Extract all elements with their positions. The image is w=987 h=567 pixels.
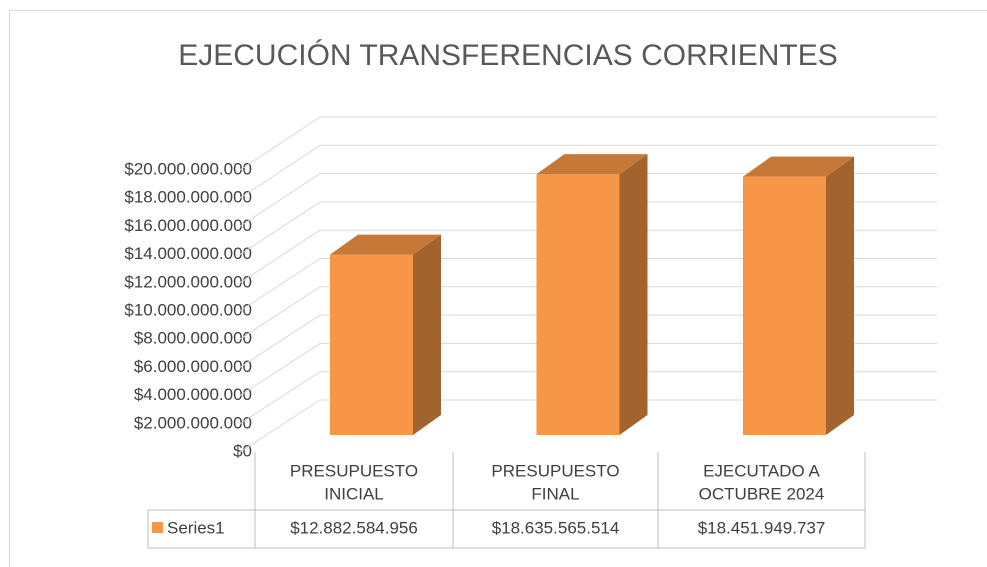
bar-top bbox=[330, 234, 441, 255]
grid-line bbox=[239, 144, 321, 199]
y-tick-label: $2.000.000.000 bbox=[134, 413, 252, 432]
y-tick-label: $8.000.000.000 bbox=[134, 329, 252, 348]
grid-line bbox=[239, 399, 321, 453]
data-label: $18.635.565.514 bbox=[492, 518, 620, 537]
y-tick-label: $4.000.000.000 bbox=[134, 385, 252, 404]
y-tick-label: $14.000.000.000 bbox=[124, 244, 252, 263]
data-label: $12.882.584.956 bbox=[290, 518, 418, 537]
chart-title: EJECUCIÓN TRANSFERENCIAS CORRIENTES bbox=[178, 39, 838, 72]
y-tick-label: $18.000.000.000 bbox=[124, 188, 252, 207]
bar-top bbox=[536, 154, 648, 175]
y-tick-label: $6.000.000.000 bbox=[134, 357, 252, 376]
bar-side bbox=[413, 234, 441, 435]
x-tick-label: OCTUBRE 2024 bbox=[699, 484, 825, 503]
grid-line bbox=[239, 116, 321, 171]
bar-side bbox=[619, 154, 648, 435]
x-tick-label: EJECUTADO A bbox=[703, 461, 820, 480]
bar-top bbox=[743, 156, 854, 177]
x-tick-label: FINAL bbox=[531, 484, 579, 503]
x-tick-label: INICIAL bbox=[324, 484, 384, 503]
grid-line bbox=[239, 286, 321, 340]
grid-line bbox=[239, 229, 321, 284]
bar bbox=[536, 174, 620, 435]
grid-line bbox=[239, 173, 321, 227]
y-tick-label: $20.000.000.000 bbox=[124, 159, 252, 178]
y-tick-label: $0 bbox=[233, 441, 252, 460]
grid-line bbox=[239, 371, 321, 425]
x-tick-label: PRESUPUESTO bbox=[290, 461, 418, 480]
grid-line bbox=[239, 342, 321, 397]
grid-line bbox=[239, 201, 321, 256]
legend-key bbox=[152, 522, 163, 533]
legend-label: Series1 bbox=[167, 518, 225, 537]
bar bbox=[743, 176, 826, 435]
bar-side bbox=[826, 156, 854, 435]
x-tick-label: PRESUPUESTO bbox=[491, 461, 619, 480]
y-tick-label: $12.000.000.000 bbox=[124, 272, 252, 291]
y-tick-label: $10.000.000.000 bbox=[124, 300, 252, 319]
grid-line bbox=[239, 258, 321, 312]
bar bbox=[330, 254, 413, 435]
y-tick-label: $16.000.000.000 bbox=[124, 216, 252, 235]
grid-line bbox=[239, 314, 321, 368]
data-label: $18.451.949.737 bbox=[698, 518, 826, 537]
